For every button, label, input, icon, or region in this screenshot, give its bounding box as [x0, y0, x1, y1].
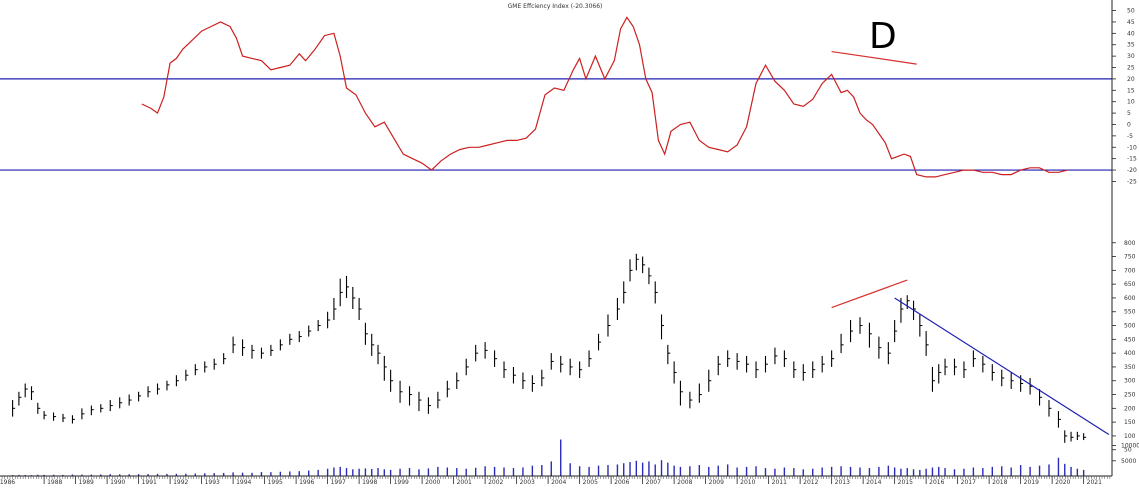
annotation-d: D [869, 16, 897, 57]
x-tick-label: 2003 [520, 479, 535, 486]
x-tick-label: 2006 [614, 479, 629, 486]
downtrend-line [894, 297, 1110, 436]
price-y-tick-label: 700 [1124, 267, 1136, 274]
x-tick-label: 2005 [583, 479, 598, 486]
indicator-divergence-line [831, 50, 917, 65]
indicator-y-tick-label: -5 [1127, 133, 1133, 140]
x-tick-label: 2004 [551, 479, 566, 486]
x-tick-label: 2013 [835, 479, 850, 486]
x-tick-label: 2011 [772, 479, 787, 486]
price-y-tick-label: 450 [1124, 336, 1136, 343]
x-tick-label: 2014 [866, 479, 881, 486]
x-tick-label: 2020 [1055, 479, 1070, 486]
indicator-title: GME Effciency Index (-20.3066) [508, 3, 603, 10]
x-tick-label: 2007 [646, 479, 661, 486]
x-tick-label: 2018 [992, 479, 1007, 486]
x-tick-label: 1999 [394, 479, 409, 486]
indicator-y-tick-label: 35 [1127, 42, 1135, 49]
price-y-tick-label: 650 [1124, 281, 1136, 288]
indicator-y-tick-label: 5 [1127, 110, 1131, 117]
price-y-tick-label: 200 [1124, 405, 1136, 412]
indicator-y-tick-label: -20 [1127, 167, 1137, 174]
volume-y-tick-label: 5000 [1121, 458, 1136, 465]
price-y-tick-label: 800 [1124, 240, 1136, 247]
x-tick-label: 2015 [898, 479, 913, 486]
x-tick-label: 1998 [362, 479, 377, 486]
price-panel [12, 253, 1110, 443]
x-tick-label: 2008 [677, 479, 692, 486]
efficiency-index-line [141, 16, 1069, 178]
x-tick-label: 2000 [425, 479, 440, 486]
x-tick-label: 2012 [803, 479, 818, 486]
x-tick-label: 2009 [709, 479, 724, 486]
price-y-tick-label: 600 [1124, 295, 1136, 302]
price-divergence-line [831, 279, 908, 309]
indicator-y-tick-label: 30 [1127, 53, 1135, 60]
x-tick-label: 1991 [142, 479, 157, 486]
indicator-y-tick-label: 0 [1127, 121, 1131, 128]
x-tick-label: 1995 [268, 479, 283, 486]
indicator-y-tick-label: -25 [1127, 178, 1137, 185]
price-y-tick-label: 300 [1124, 378, 1136, 385]
price-y-tick-label: 100 [1124, 433, 1136, 440]
x-tick-label: 1993 [205, 479, 220, 486]
x-tick-label: 1992 [173, 479, 188, 486]
indicator-y-tick-label: 15 [1127, 87, 1135, 94]
x-tick-label: 1986 [0, 479, 15, 486]
x-tick-label: 2010 [740, 479, 755, 486]
indicator-y-tick-label: 25 [1127, 65, 1135, 72]
indicator-y-tick-label: 20 [1127, 76, 1135, 83]
price-y-tick-label: 400 [1124, 350, 1136, 357]
indicator-y-tick-label: 40 [1127, 30, 1135, 37]
x-tick-label: 2016 [929, 479, 944, 486]
x-tick-label: 2002 [488, 479, 503, 486]
price-y-tick-label: 750 [1124, 254, 1136, 261]
x-tick-label: 1997 [331, 479, 346, 486]
x-tick-label: 2017 [961, 479, 976, 486]
x-tick-label: 2001 [457, 479, 472, 486]
price-y-tick-label: 50 [1124, 447, 1132, 454]
x-tick-label: 1990 [110, 479, 125, 486]
volume-panel [11, 439, 1085, 476]
price-y-tick-label: 550 [1124, 309, 1136, 316]
x-tick-label: 2019 [1024, 479, 1039, 486]
volume-y-tick-label: 10000 [1121, 443, 1139, 450]
indicator-y-tick-label: -10 [1127, 144, 1137, 151]
price-y-tick-label: 500 [1124, 323, 1136, 330]
indicator-y-tick-label: 10 [1127, 99, 1135, 106]
x-tick-label: 1996 [299, 479, 314, 486]
x-tick-label: 2021 [1087, 479, 1102, 486]
x-tick-label: 1989 [79, 479, 94, 486]
indicator-panel [0, 16, 1112, 178]
price-y-tick-label: 150 [1124, 419, 1136, 426]
price-y-tick-label: 250 [1124, 392, 1136, 399]
x-tick-label: 1994 [236, 479, 251, 486]
indicator-y-tick-label: -15 [1127, 156, 1137, 163]
price-y-tick-label: 350 [1124, 364, 1136, 371]
indicator-y-tick-label: 50 [1127, 8, 1135, 15]
x-tick-label: 1988 [47, 479, 62, 486]
indicator-y-tick-label: 45 [1127, 19, 1135, 26]
